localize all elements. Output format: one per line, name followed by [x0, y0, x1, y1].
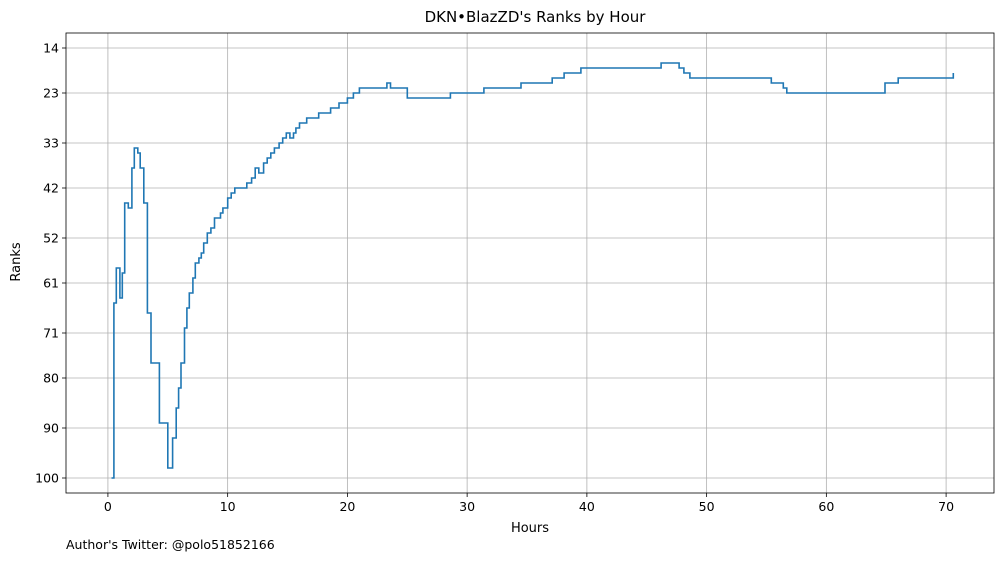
y-tick-label: 33	[43, 136, 59, 151]
series-line-ranks	[111, 62, 955, 479]
y-tick-label: 80	[43, 371, 59, 386]
chart-title: DKN•BlazZD's Ranks by Hour	[425, 8, 647, 26]
author-twitter-note: Author's Twitter: @polo51852166	[66, 537, 275, 552]
y-tick-label: 42	[43, 181, 59, 196]
y-tick-label: 52	[43, 231, 59, 246]
y-tick-label: 71	[43, 326, 59, 341]
y-tick-label: 100	[35, 471, 59, 486]
x-tick-label: 0	[104, 499, 112, 514]
x-tick-label: 40	[579, 499, 595, 514]
x-tick-label: 60	[818, 499, 834, 514]
x-tick-label: 10	[220, 499, 236, 514]
grid-lines	[66, 33, 994, 493]
x-tick-label: 20	[339, 499, 355, 514]
y-tick-label: 14	[43, 41, 59, 56]
y-tick-label: 90	[43, 421, 59, 436]
x-axis-label: Hours	[511, 521, 549, 536]
x-tick-label: 30	[459, 499, 475, 514]
plot-frame	[65, 32, 995, 494]
y-axis-ticks: 14 23 33 42 52 61 71 80 90 100	[35, 41, 66, 486]
x-tick-label: 50	[699, 499, 715, 514]
y-tick-label: 23	[43, 86, 59, 101]
y-tick-label: 61	[43, 276, 59, 291]
x-tick-label: 70	[938, 499, 954, 514]
y-axis-label: Ranks	[9, 242, 24, 281]
x-axis-ticks: 0 10 20 30 40 50 60 70	[104, 493, 954, 514]
